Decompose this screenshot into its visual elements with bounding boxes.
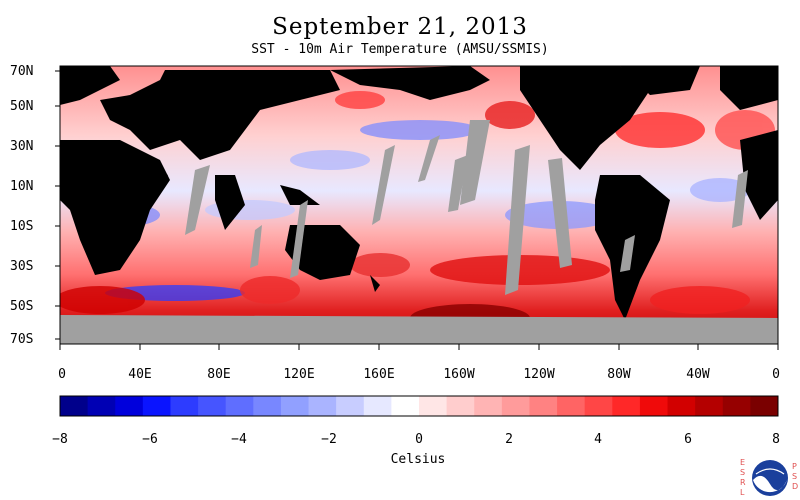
lat-label-10s: 10S [10, 219, 34, 234]
lon-label-80e: 80E [207, 367, 231, 382]
lon-label-120w: 120W [523, 367, 555, 382]
colorbar [60, 396, 779, 416]
colorbar-swatch [446, 396, 475, 416]
map-frame [59, 65, 779, 345]
colorbar-swatch [695, 396, 724, 416]
lat-ticks [55, 70, 60, 340]
colorbar-swatch [115, 396, 144, 416]
colorbar-tick-label: 2 [505, 432, 513, 447]
colorbar-swatch [142, 396, 171, 416]
colorbar-swatch [419, 396, 448, 416]
colorbar-tick-label: −2 [321, 432, 337, 447]
lon-label-120e: 120E [283, 367, 315, 382]
logo-letter: E [740, 458, 746, 467]
colorbar-swatch [722, 396, 751, 416]
colorbar-swatch [391, 396, 420, 416]
colorbar-swatch [750, 396, 779, 416]
logo-letter: S [740, 468, 746, 477]
colorbar-swatch [639, 396, 669, 416]
lon-label-160w: 160W [443, 367, 475, 382]
logo-letter: R [740, 478, 746, 487]
colorbar-swatch [667, 396, 696, 416]
lon-label-40w: 40W [686, 367, 710, 382]
colorbar-swatch [280, 396, 310, 416]
colorbar-swatch [529, 396, 558, 416]
colorbar-swatch [198, 396, 227, 416]
lat-label-10n: 10N [10, 179, 34, 194]
colorbar-swatch [336, 396, 365, 416]
colorbar-title: Celsius [390, 452, 446, 467]
lat-label-70n: 70N [10, 64, 34, 79]
logo-letter: L [740, 488, 745, 497]
colorbar-swatch [87, 396, 116, 416]
colorbar-swatch [474, 396, 503, 416]
colorbar-tick-label: −6 [142, 432, 158, 447]
map-subtitle: SST - 10m Air Temperature (AMSU/SSMIS) [251, 42, 549, 57]
lat-label-30s: 30S [10, 259, 34, 274]
lat-label-30n: 30N [10, 139, 34, 154]
colorbar-tick-label: −4 [231, 432, 247, 447]
noaa-emblem-icon [752, 460, 788, 496]
logo-letter: P [792, 462, 797, 471]
logo-letter: D [792, 482, 799, 491]
colorbar-swatch [225, 396, 254, 416]
colorbar-swatch [363, 396, 392, 416]
map-title: September 21, 2013 [272, 14, 528, 40]
lon-label-80w: 80W [607, 367, 631, 382]
colorbar-tick-label: 8 [772, 432, 780, 447]
colorbar-tick-label: 0 [415, 432, 423, 447]
logo-letter: S [792, 472, 798, 481]
colorbar-swatch [60, 396, 89, 416]
colorbar-tick-label: 6 [684, 432, 692, 447]
lon-ticks [59, 344, 779, 350]
lon-label-0-east: 0 [772, 367, 780, 382]
colorbar-tick-label: −8 [52, 432, 68, 447]
no-data-swaths [60, 120, 778, 344]
lat-label-70s: 70S [10, 332, 34, 347]
map-field [60, 66, 778, 344]
colorbar-swatch [253, 396, 282, 416]
colorbar-tick-label: 4 [594, 432, 602, 447]
colorbar-swatch [557, 396, 586, 416]
lon-label-0-west: 0 [58, 367, 66, 382]
colorbar-frame [59, 395, 779, 417]
noaa-esrl-psd-logo: E S R L P S D [736, 456, 800, 500]
colorbar-swatch [501, 396, 530, 416]
colorbar-swatch [584, 396, 613, 416]
colorbar-swatch [308, 396, 337, 416]
lat-label-50s: 50S [10, 299, 34, 314]
lon-label-40e: 40E [128, 367, 152, 382]
land-masses [60, 66, 778, 320]
lon-label-160e: 160E [363, 367, 395, 382]
colorbar-swatch [612, 396, 641, 416]
lat-label-50n: 50N [10, 99, 34, 114]
colorbar-swatch [170, 396, 199, 416]
